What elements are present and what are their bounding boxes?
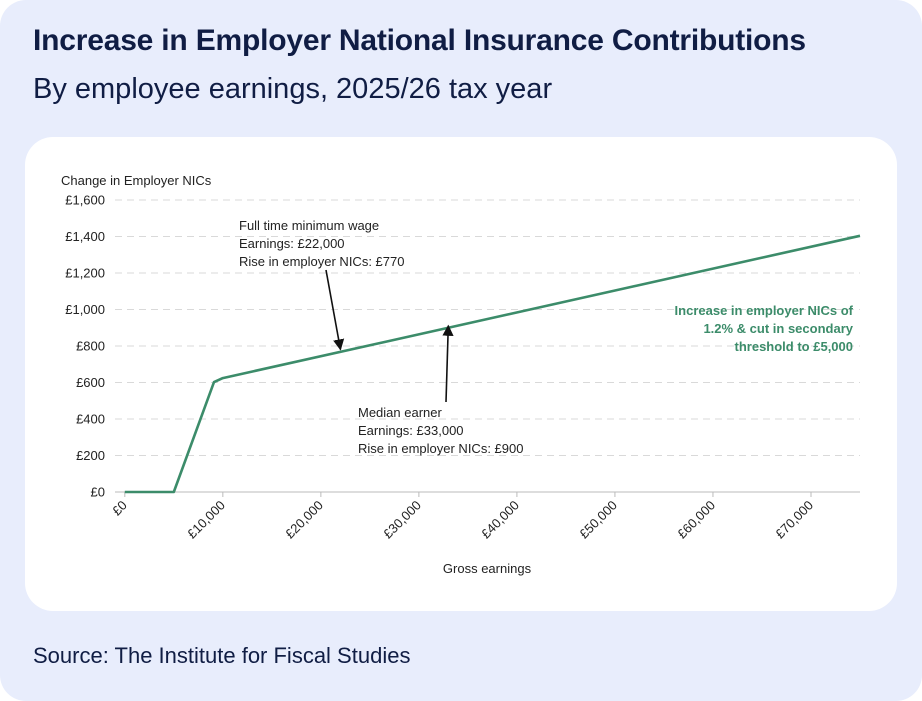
- annotation-arrow: [325, 269, 345, 351]
- annotation-text: Median earner Earnings: £33,000 Rise in em…: [358, 405, 523, 456]
- x-tick-label: £60,000: [674, 498, 718, 542]
- annotation-text: Full time minimum wage Earnings: £22,000 R…: [239, 218, 404, 269]
- line-chart: Change in Employer NICs £0 £200 £400 £600 £8…: [61, 173, 861, 576]
- series-line: [124, 234, 861, 494]
- x-tick-label: £50,000: [576, 498, 620, 542]
- y-axis-ticks: £0 £200 £400 £600 £800 £1,000 £1,200 £1,400 £1,6…: [65, 193, 105, 500]
- series-label: Increase in employer NICs of 1.2% & cut i…: [675, 303, 854, 354]
- chart-panel: Change in Employer NICs £0 £200 £400 £600 £8…: [25, 137, 897, 611]
- page-title: Increase in Employer National Insurance …: [33, 24, 806, 57]
- y-tick-label: £1,200: [65, 266, 105, 281]
- x-axis-ticks: £0 £10,000 £20,000 £30,000 £40,000 £50,000 £60…: [109, 492, 816, 541]
- series-group: Increase in employer NICs of 1.2% & cut i…: [124, 234, 861, 494]
- y-tick-label: £600: [76, 375, 105, 390]
- annotation-arrow: [442, 324, 454, 403]
- annotations-group: Full time minimum wage Earnings: £22,000 R…: [239, 218, 523, 456]
- x-tick-label: £40,000: [478, 498, 522, 542]
- y-tick-label: £200: [76, 448, 105, 463]
- y-axis-label: Change in Employer NICs: [61, 173, 212, 188]
- x-tick-label: £20,000: [282, 498, 326, 542]
- page-subtitle: By employee earnings, 2025/26 tax year: [33, 73, 553, 105]
- y-tick-label: £800: [76, 339, 105, 354]
- y-tick-label: £0: [91, 485, 105, 500]
- gridlines: [115, 199, 860, 456]
- x-tick-label: £10,000: [184, 498, 228, 542]
- y-tick-label: £1,000: [65, 302, 105, 317]
- x-tick-label: £0: [109, 498, 130, 519]
- x-tick-label: £70,000: [772, 498, 816, 542]
- x-tick-label: £30,000: [380, 498, 424, 542]
- y-tick-label: £1,600: [65, 193, 105, 208]
- x-axis-label: Gross earnings: [443, 561, 532, 576]
- source-note: Source: The Institute for Fiscal Studies: [33, 643, 411, 668]
- y-tick-label: £1,400: [65, 229, 105, 244]
- y-tick-label: £400: [76, 412, 105, 427]
